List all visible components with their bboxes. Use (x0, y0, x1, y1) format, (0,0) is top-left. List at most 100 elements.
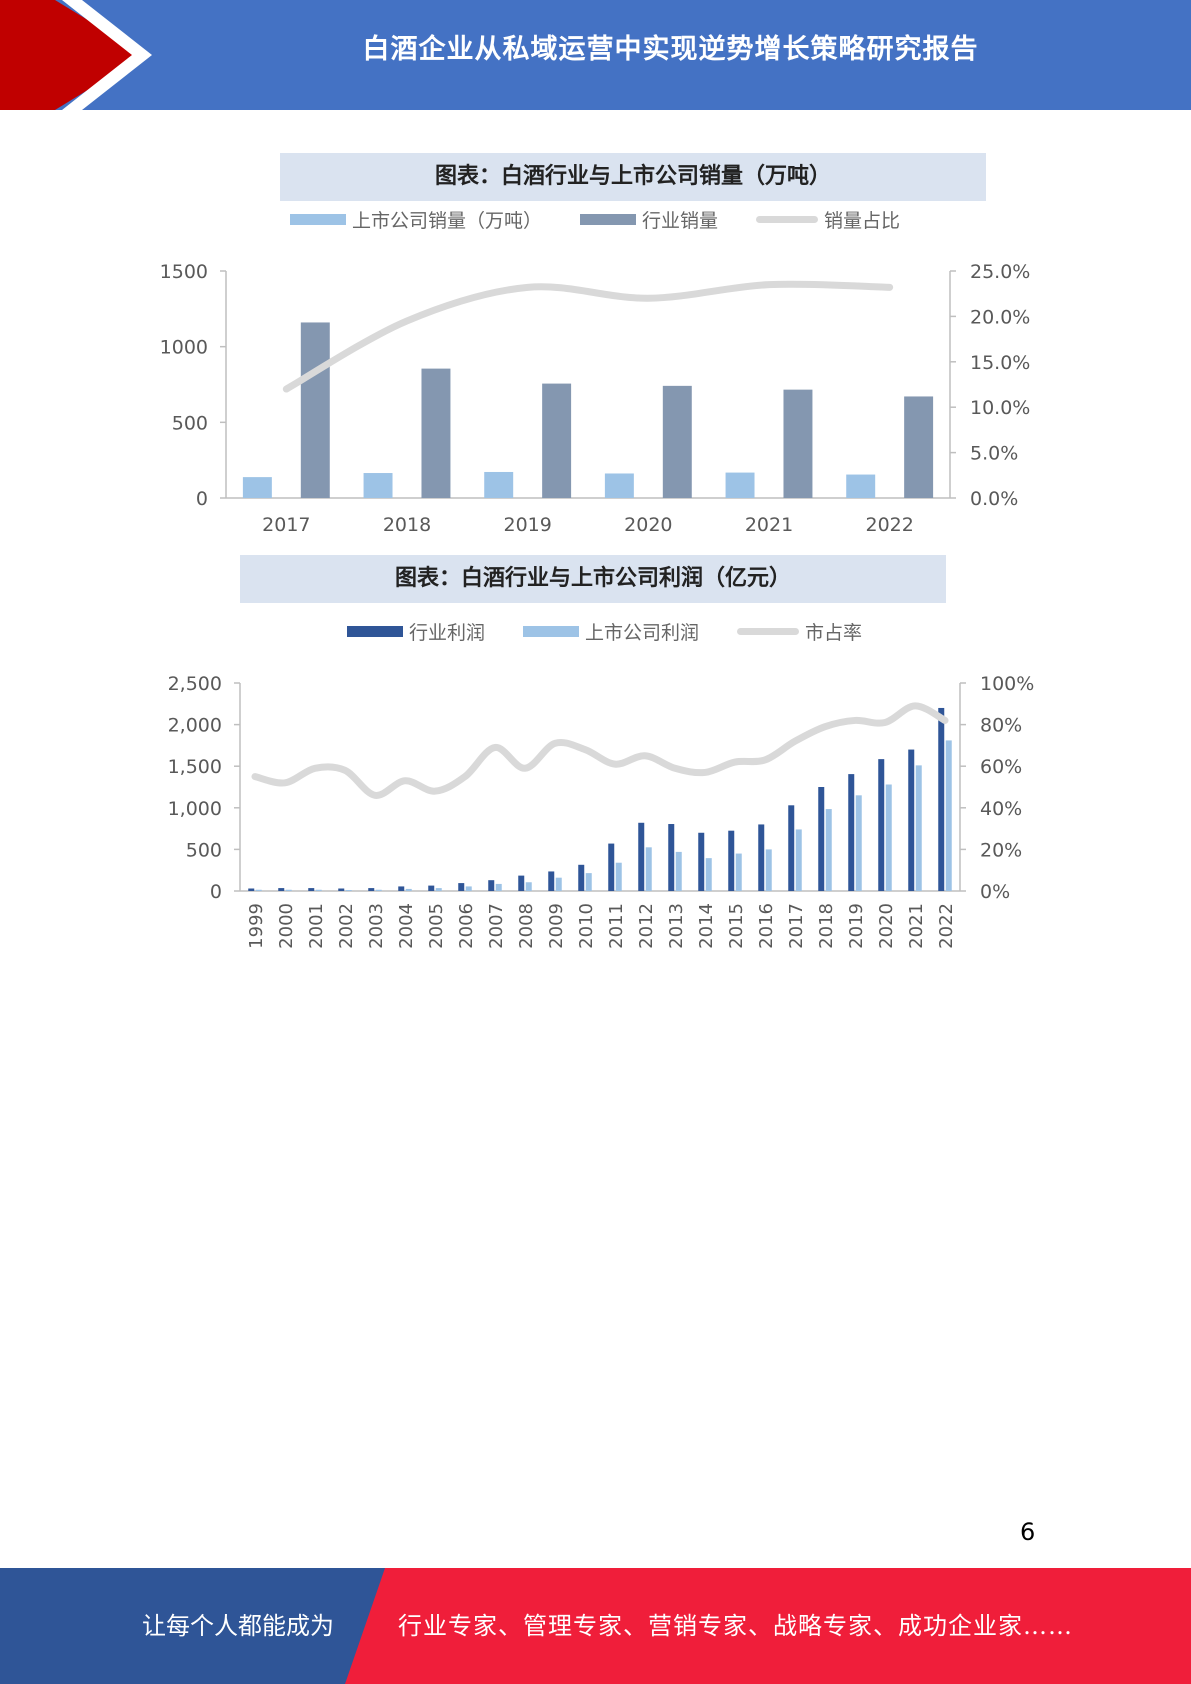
line-point-2001 (314, 767, 316, 769)
x-tick-label: 2019 (846, 903, 867, 949)
legend-item: 上市公司利润 (523, 618, 699, 645)
legend-label: 行业利润 (409, 622, 486, 644)
bar-2004-s0 (398, 886, 405, 891)
x-tick-label: 2009 (546, 903, 567, 949)
y2-tick-label: 0% (980, 881, 1010, 903)
bar-2011-s0 (608, 843, 615, 891)
chart2-legend: 行业利润 上市公司利润 市占率 (347, 618, 900, 645)
bar-2008-s0 (518, 875, 525, 891)
line-point-2019 (527, 286, 529, 288)
bar-2007-s1 (495, 883, 502, 891)
x-tick-label: 2020 (876, 903, 897, 949)
x-tick-label: 2016 (756, 903, 777, 949)
line-point-2017 (285, 388, 287, 390)
page-header: 白酒企业从私域运营中实现逆势增长策略研究报告 (0, 0, 1191, 110)
y-tick-label: 2,000 (168, 715, 222, 737)
legend-label: 行业销量 (642, 210, 719, 232)
header-red-arrow (0, 0, 145, 110)
y2-tick-label: 5.0% (970, 443, 1018, 465)
y2-tick-label: 10.0% (970, 397, 1030, 419)
bar-2019-s1 (855, 795, 862, 891)
x-tick-label: 2008 (516, 903, 537, 949)
y-tick-label: 0 (210, 881, 222, 903)
bar-2006-s1 (465, 886, 472, 891)
line-point-2022 (944, 719, 946, 721)
y-tick-label: 1,000 (168, 798, 222, 820)
bar-2018-s1 (825, 809, 832, 891)
y2-tick-label: 25.0% (970, 261, 1030, 283)
x-tick-label: 2022 (865, 514, 913, 536)
line-point-2002 (344, 769, 346, 771)
line-point-2018 (406, 320, 408, 322)
x-tick-label: 2013 (666, 903, 687, 949)
x-tick-label: 2001 (306, 903, 327, 949)
legend-swatch (523, 626, 580, 637)
bar-2016-s0 (758, 824, 765, 891)
x-tick-label: 2002 (336, 903, 357, 949)
legend-label: 上市公司销量（万吨） (352, 210, 543, 232)
y2-tick-label: 60% (980, 756, 1022, 778)
bar-2009-s1 (555, 877, 562, 891)
y-tick-label: 1,500 (168, 756, 222, 778)
bar-2001-s1 (315, 889, 322, 891)
legend-label: 上市公司利润 (585, 622, 700, 644)
line-point-2009 (554, 742, 556, 744)
bar-2002-s1 (345, 890, 352, 891)
bar-2022-s0 (846, 474, 876, 498)
legend-line-swatch (737, 628, 800, 635)
line-point-2015 (734, 761, 736, 763)
bar-2021-s0 (908, 749, 915, 891)
bar-2013-s1 (675, 851, 682, 891)
y-tick-label: 1500 (160, 261, 208, 283)
legend-item: 销量占比 (756, 206, 900, 233)
bar-2015-s0 (728, 830, 735, 891)
x-tick-label: 2007 (486, 903, 507, 949)
x-tick-label: 2010 (576, 903, 597, 949)
legend-swatch (347, 626, 403, 637)
line-point-1999 (254, 776, 256, 778)
legend-label: 市占率 (805, 622, 863, 644)
y2-tick-label: 15.0% (970, 352, 1030, 374)
bar-2018-s0 (818, 787, 825, 891)
bar-2007-s0 (488, 880, 495, 891)
bar-2017-s0 (242, 477, 272, 498)
x-tick-label: 2018 (816, 903, 837, 949)
bar-2021-s1 (783, 389, 813, 498)
x-tick-label: 2006 (456, 903, 477, 949)
line-point-2006 (464, 776, 466, 778)
y-tick-label: 2,500 (168, 673, 222, 695)
line-point-2004 (404, 780, 406, 782)
bar-2022-s1 (945, 740, 952, 891)
legend-swatch (290, 214, 346, 225)
bar-2019-s1 (542, 383, 572, 498)
chart1-legend: 上市公司销量（万吨） 行业销量 销量占比 (290, 206, 938, 233)
bar-2020-s0 (604, 473, 634, 498)
bar-2020-s1 (662, 385, 692, 498)
footer-slogan-right: 行业专家、管理专家、营销专家、战略专家、成功企业家…… (398, 1612, 1073, 1640)
bar-2019-s0 (484, 471, 514, 498)
line-point-2018 (824, 726, 826, 728)
x-tick-label: 2021 (906, 903, 927, 949)
bar-1999-s0 (248, 888, 255, 891)
line-point-2005 (434, 790, 436, 792)
footer-slogan-left: 让每个人都能成为 (142, 1612, 334, 1640)
bar-2012-s0 (638, 822, 645, 891)
x-tick-label: 2017 (262, 514, 310, 536)
bar-2004-s1 (405, 888, 412, 891)
x-tick-label: 2011 (606, 903, 627, 949)
y2-tick-label: 100% (980, 673, 1034, 695)
y-tick-label: 500 (172, 412, 208, 434)
legend-item: 行业销量 (580, 206, 718, 233)
legend-item: 行业利润 (347, 618, 485, 645)
y2-tick-label: 20% (980, 839, 1022, 861)
bar-2020-s1 (885, 784, 892, 891)
bar-1999-s1 (255, 889, 262, 891)
bar-2010-s1 (585, 873, 592, 891)
line-point-2011 (614, 763, 616, 765)
legend-item: 上市公司销量（万吨） (290, 206, 542, 233)
bar-2005-s0 (428, 885, 435, 891)
x-tick-label: 2004 (396, 903, 417, 949)
bar-2018-s0 (363, 473, 393, 498)
bar-2019-s0 (848, 774, 855, 891)
y2-tick-label: 40% (980, 798, 1022, 820)
